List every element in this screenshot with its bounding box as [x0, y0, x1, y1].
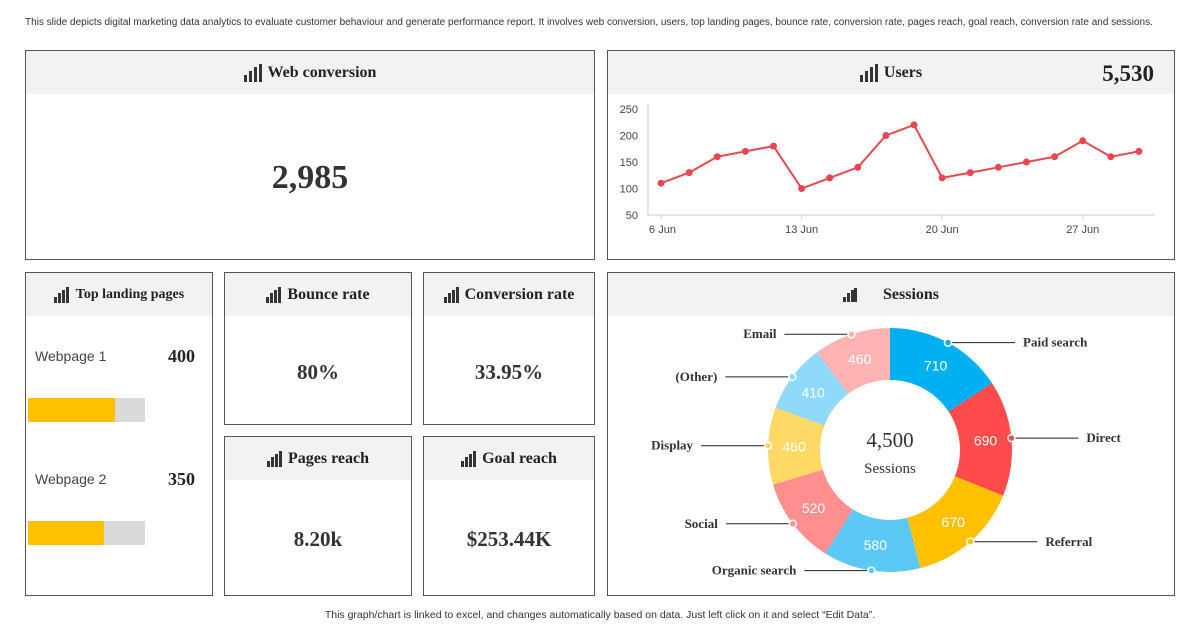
kpi-panel: Pages reach 8.20k [224, 436, 412, 596]
landing-panel: Top landing pages Webpage 1 400 Webpage 2 3… [25, 272, 213, 596]
icon [443, 286, 459, 303]
panel-header: Bounce rate [225, 273, 411, 316]
panel-title: Web conversion [267, 63, 377, 81]
panel-header: Conversion rate [424, 273, 594, 316]
panel-title: Pages reach [287, 449, 369, 467]
kpi-value: $253.44K [466, 527, 552, 551]
icon [53, 286, 69, 303]
page-label: Webpage 1 [35, 348, 107, 364]
sessions-panel: Sessions [607, 272, 1175, 596]
icon [243, 63, 262, 82]
description: This slide depicts digital marketing dat… [25, 17, 1153, 28]
panel-header: Sessions [608, 273, 1174, 316]
icon [266, 286, 282, 303]
kpi-value: 33.95% [474, 359, 544, 384]
web-conversion-panel: Web conversion 2,985 [25, 50, 595, 260]
footer: This graph/chart is linked to excel, and… [324, 609, 876, 621]
page-label: Webpage 2 [35, 471, 107, 487]
bar [28, 521, 104, 545]
panel-title: Top landing pages [75, 286, 185, 302]
panel-header: Top landing pages [26, 273, 212, 316]
panel-title: Bounce rate [287, 285, 370, 303]
panel-header: Pages reach [225, 437, 411, 480]
icon [842, 287, 857, 302]
panel-title: Users [883, 63, 923, 81]
icon [461, 450, 477, 467]
page-value: 400 [168, 346, 195, 366]
icon [266, 450, 282, 467]
users-total: 5,530 [1102, 61, 1154, 86]
panel-header: Users [608, 51, 1174, 94]
panel-title: Conversion rate [464, 285, 575, 303]
kpi-panel: Goal reach $253.44K [423, 436, 595, 596]
kpi-value: 80% [297, 359, 339, 384]
bar [28, 398, 115, 422]
panel-header: Web conversion [26, 51, 594, 94]
icon [859, 63, 878, 82]
kpi-value: 2,985 [271, 159, 349, 196]
page-value: 350 [168, 469, 195, 489]
panel-header: Goal reach [424, 437, 594, 480]
panel-title: Sessions [882, 285, 940, 303]
kpi-value: 8.20k [293, 527, 343, 551]
users-panel: Users 5,530 [607, 50, 1175, 260]
kpi-panel: Conversion rate 33.95% [423, 272, 595, 425]
panel-title: Goal reach [482, 449, 557, 467]
kpi-panel: Bounce rate 80% [224, 272, 412, 425]
